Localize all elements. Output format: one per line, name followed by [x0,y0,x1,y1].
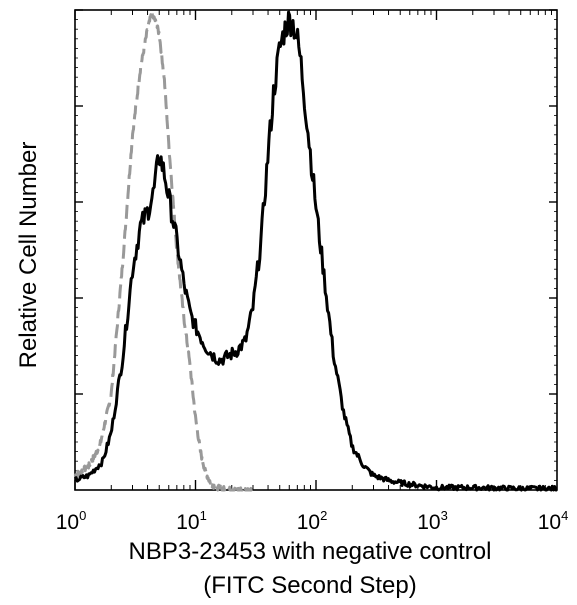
histogram-series [73,10,558,492]
x-axis-ticks [74,10,552,490]
x-tick-label-exponent: 4 [561,508,568,523]
x-axis-tick-labels: 100 101 102 103 104 [56,508,569,534]
x-tick-label: 103 [417,508,448,534]
x-tick-label-base: 10 [417,511,440,534]
x-tick-label: 101 [176,508,207,534]
x-tick-label-exponent: 1 [200,508,207,523]
y-axis-ticks [75,9,557,491]
x-tick-label-exponent: 3 [441,508,448,523]
x-axis-label: NBP3-23453 with negative control [129,538,492,565]
x-tick-label: 100 [56,508,87,534]
x-axis-label-line2: (FITC Second Step) [203,572,416,599]
x-tick-label-base: 10 [538,511,561,534]
plot-frame [74,9,558,491]
x-tick-label-base: 10 [176,511,199,534]
sample-histogram-line [73,10,558,492]
x-tick-label-exponent: 2 [320,508,327,523]
x-tick-label: 102 [297,508,328,534]
y-axis-label: Relative Cell Number [15,142,42,369]
x-tick-label-exponent: 0 [79,508,86,523]
x-tick-label: 104 [538,508,569,534]
x-tick-label-base: 10 [56,511,79,534]
control-histogram-line [73,11,255,492]
x-tick-label-base: 10 [297,511,320,534]
